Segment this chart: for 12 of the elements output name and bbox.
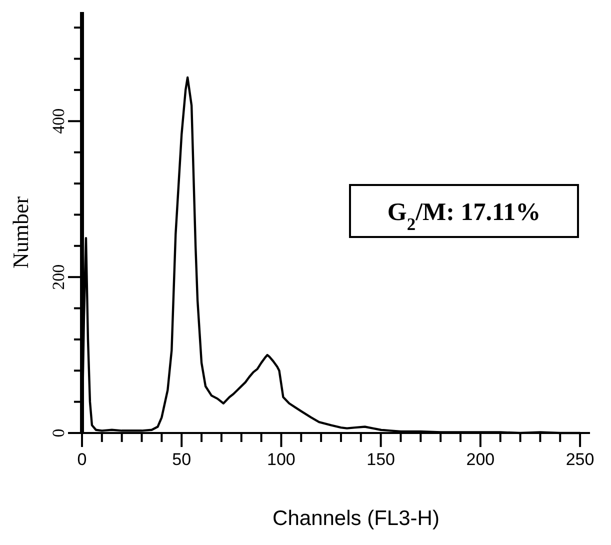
x-tick-label: 200 [466,450,495,469]
x-tick-label: 50 [172,450,192,469]
x-axis-title: Channels (FL3-H) [272,507,440,530]
y-axis-title: Number [8,196,33,269]
x-tick-label: 150 [366,450,396,469]
y-tick-label: 0 [49,428,68,438]
annotation: G$_{2}$/M: 17.11% [387,199,541,234]
x-tick-label: 0 [77,450,87,469]
y-tick-label: 400 [49,108,68,134]
y-tick-label: 200 [49,264,68,290]
x-tick-label: 250 [566,450,594,469]
x-tick-label: 100 [267,450,296,469]
